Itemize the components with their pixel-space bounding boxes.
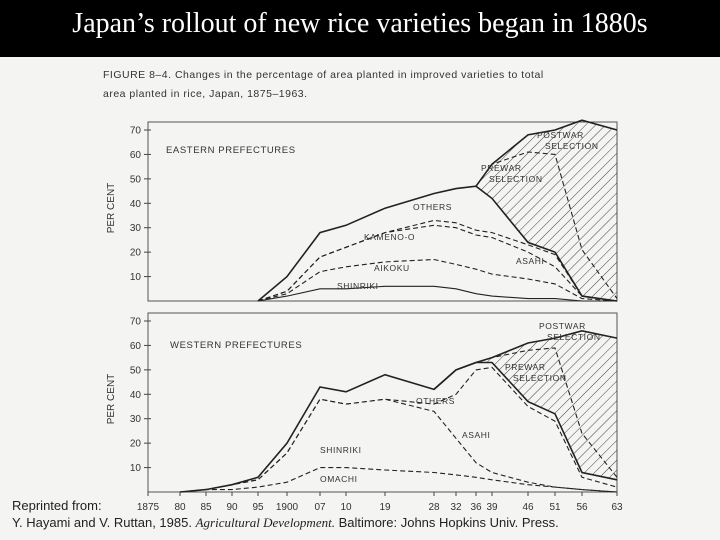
credit-authors: Y. Hayami and V. Ruttan, 1985. <box>12 515 192 530</box>
x-tick-label: 32 <box>450 502 462 513</box>
x-tick-label: 19 <box>379 502 391 513</box>
series-line-aikoku <box>257 258 618 302</box>
x-tick-label: 90 <box>226 502 238 513</box>
area-label-aikoku: AIKOKU <box>374 263 410 273</box>
series-line-kameno-o <box>257 224 618 302</box>
panel-label: WESTERN PREFECTURES <box>170 340 302 351</box>
area-label-prewar-selection: PREWAR SELECTION <box>505 362 567 383</box>
area-label-omachi: OMACHI <box>320 474 358 484</box>
credit-reprinted-from: Reprinted from: <box>12 498 102 513</box>
x-tick-label: 07 <box>314 502 326 513</box>
rice-variety-figure: FIGURE 8–4. Changes in the percentage of… <box>103 69 623 513</box>
series-line-postwar-selection <box>433 329 618 390</box>
panel-label: EASTERN PREFECTURES <box>166 145 296 156</box>
area-label-postwar-selection: POSTWAR SELECTION <box>537 130 599 151</box>
area-label-others: OTHERS <box>413 202 452 212</box>
slide-title: Japan’s rollout of new rice varieties be… <box>72 8 648 39</box>
area-label-shinriki: SHINRIKI <box>320 445 362 455</box>
x-tick-label: 51 <box>549 502 561 513</box>
x-tick-label: 56 <box>576 502 588 513</box>
y-tick-label: 10 <box>130 463 142 474</box>
hatched-selection-area <box>434 330 617 480</box>
series-line-asahi <box>179 366 618 493</box>
x-tick-label: 10 <box>340 502 352 513</box>
y-axis-label: PER CENT <box>106 183 117 234</box>
y-axis-label: PER CENT <box>106 374 117 425</box>
hatched-selection-area <box>476 120 617 301</box>
series-line-prewar-selection <box>475 151 618 299</box>
area-label-kameno-o: KAMENO-O <box>364 232 415 242</box>
y-tick-label: 20 <box>130 439 142 450</box>
series-line-shinriki <box>257 285 617 302</box>
y-tick-label: 40 <box>130 390 142 401</box>
area-label-asahi: ASAHI <box>516 256 545 266</box>
series-line-shinriki <box>179 398 618 493</box>
area-label-prewar-selection: PREWAR SELECTION <box>481 163 543 184</box>
x-tick-label: 39 <box>486 502 498 513</box>
x-tick-label: 1875 <box>137 502 160 513</box>
y-tick-label: 60 <box>130 150 142 161</box>
x-tick-label: 1900 <box>276 502 299 513</box>
series-line-others <box>179 361 618 493</box>
area-label-asahi: ASAHI <box>462 430 491 440</box>
x-tick-label: 63 <box>611 502 623 513</box>
area-label-others: OTHERS <box>416 396 455 406</box>
credit-publisher: Baltimore: Johns Hopkins Univ. Press. <box>338 515 559 530</box>
y-tick-label: 70 <box>130 126 142 137</box>
y-tick-label: 30 <box>130 414 142 425</box>
x-tick-label: 80 <box>174 502 186 513</box>
y-tick-label: 10 <box>130 272 142 283</box>
y-tick-label: 30 <box>130 223 142 234</box>
figure-caption-line-2: area planted in rice, Japan, 1875–1963. <box>103 88 308 100</box>
series-line-postwar-selection <box>475 119 618 187</box>
western-prefectures-panel: 10 20 30 40 50 60 70 PER CENT WESTERN PREFECTURE… <box>106 312 623 513</box>
x-tick-label: 46 <box>522 502 534 513</box>
area-label-shinriki: SHINRIKI <box>337 281 379 291</box>
y-tick-label: 50 <box>130 365 142 376</box>
series-line-omachi <box>179 467 618 493</box>
y-tick-label: 40 <box>130 199 142 210</box>
x-tick-label: 36 <box>470 502 482 513</box>
x-tick-label: 85 <box>200 502 212 513</box>
x-tick-label: 28 <box>428 502 440 513</box>
credit-citation: Y. Hayami and V. Ruttan, 1985. Agricultu… <box>12 515 559 531</box>
area-label-postwar-selection: POSTWAR SELECTION <box>539 321 601 342</box>
figure-caption-line-1: FIGURE 8–4. Changes in the percentage of… <box>103 69 544 81</box>
credit-book-title: Agricultural Development. <box>195 515 335 530</box>
title-bar <box>0 0 720 57</box>
y-tick-label: 50 <box>130 174 142 185</box>
y-tick-label: 20 <box>130 248 142 259</box>
series-line-others <box>257 185 618 302</box>
y-tick-label: 70 <box>130 317 142 328</box>
x-tick-label: 95 <box>252 502 264 513</box>
eastern-prefectures-panel: 10 20 30 40 50 60 70 PER CENT EASTERN PREFECTURE… <box>106 119 618 302</box>
series-line-asahi <box>257 219 618 302</box>
y-tick-label: 60 <box>130 341 142 352</box>
